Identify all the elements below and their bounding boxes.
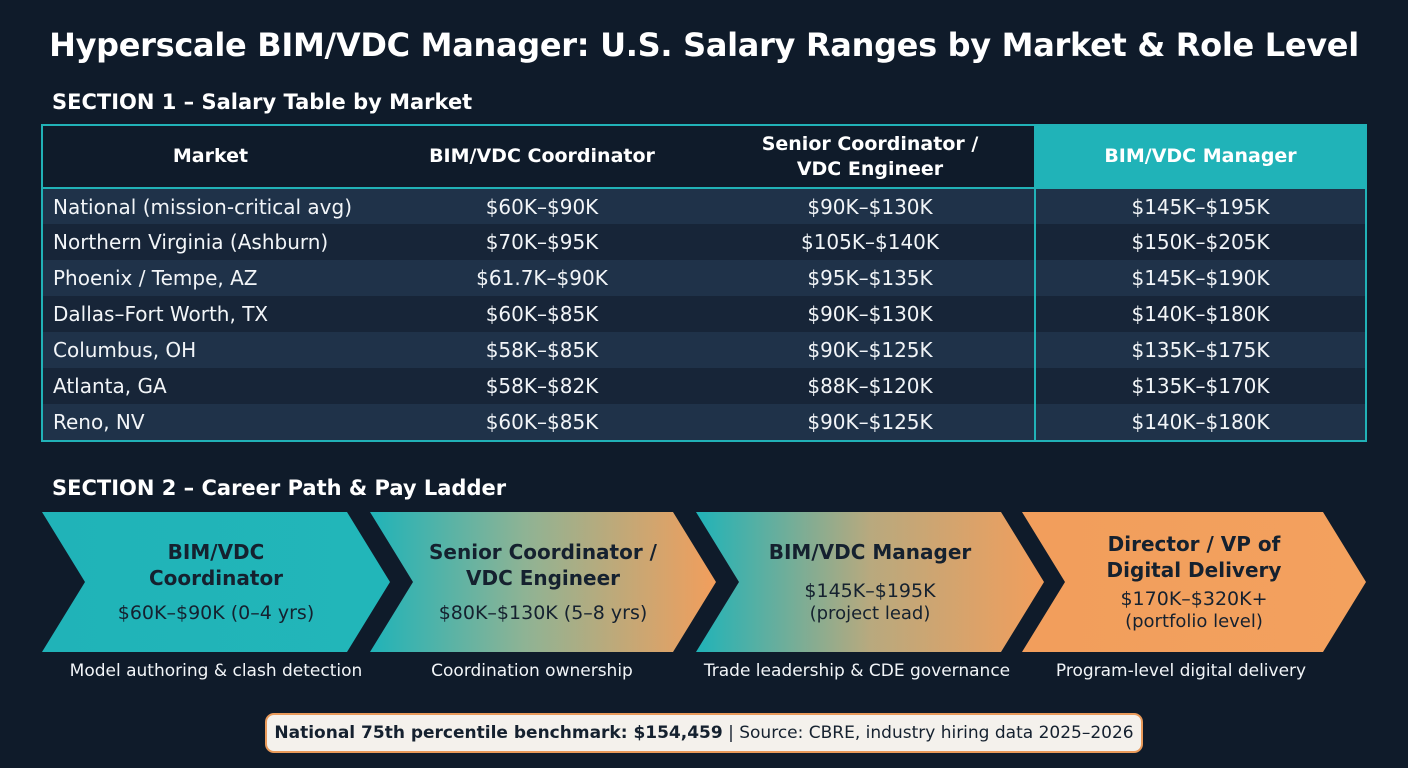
table-row: Atlanta, GA $58K–$82K $88K–$120K $135K–$170… xyxy=(43,368,1365,404)
cell-coordinator: $70K–$95K xyxy=(378,224,706,260)
ladder-step-4: Director / VP of Digital Delivery $170K–… xyxy=(1065,512,1323,652)
cell-coordinator: $60K–$85K xyxy=(378,404,706,440)
step-4-note: (portfolio level) xyxy=(1125,611,1263,632)
cell-manager: $135K–$175K xyxy=(1035,332,1365,368)
cell-market: National (mission-critical avg) xyxy=(43,188,378,224)
cell-manager: $135K–$170K xyxy=(1035,368,1365,404)
step-2-title: Senior Coordinator / VDC Engineer xyxy=(429,540,657,590)
ladder-step-3: BIM/VDC Manager $145K–$195K (project lea… xyxy=(739,512,1001,652)
section-2-heading: SECTION 2 – Career Path & Pay Ladder xyxy=(52,476,507,500)
cell-senior-coordinator: $95K–$135K xyxy=(706,260,1036,296)
table-row: Phoenix / Tempe, AZ $61.7K–$90K $95K–$135K… xyxy=(43,260,1365,296)
table-row: National (mission-critical avg) $60K–$90K… xyxy=(43,188,1365,224)
step-2-pay: $80K–$130K (5–8 yrs) xyxy=(438,602,648,624)
salary-table: Market BIM/VDC Coordinator Senior Coordi… xyxy=(41,124,1367,442)
ladder-arrow-2 xyxy=(370,512,716,652)
table-header-row: Market BIM/VDC Coordinator Senior Coordi… xyxy=(43,126,1365,189)
cell-coordinator: $58K–$82K xyxy=(378,368,706,404)
cell-senior-coordinator: $90K–$130K xyxy=(706,296,1036,332)
header-manager: BIM/VDC Manager xyxy=(1035,126,1365,189)
cell-manager: $140K–$180K xyxy=(1035,296,1365,332)
page-title: Hyperscale BIM/VDC Manager: U.S. Salary … xyxy=(49,26,1359,64)
cell-market: Reno, NV xyxy=(43,404,378,440)
header-coordinator: BIM/VDC Coordinator xyxy=(378,126,706,189)
table-row: Reno, NV $60K–$85K $90K–$125K $140K–$180K xyxy=(43,404,1365,440)
cell-market: Northern Virginia (Ashburn) xyxy=(43,224,378,260)
cell-market: Phoenix / Tempe, AZ xyxy=(43,260,378,296)
footer-source: | Source: CBRE, industry hiring data 202… xyxy=(722,723,1134,743)
cell-market: Atlanta, GA xyxy=(43,368,378,404)
step-4-description: Program-level digital delivery xyxy=(1055,661,1307,681)
cell-coordinator: $61.7K–$90K xyxy=(378,260,706,296)
table-row: Dallas–Fort Worth, TX $60K–$85K $90K–$130K… xyxy=(43,296,1365,332)
step-1-pay: $60K–$90K (0–4 yrs) xyxy=(117,602,315,624)
step-3-title: BIM/VDC Manager xyxy=(768,540,972,564)
cell-manager: $145K–$190K xyxy=(1035,260,1365,296)
cell-senior-coordinator: $90K–$125K xyxy=(706,332,1036,368)
benchmark-footer: National 75th percentile benchmark: $154… xyxy=(265,713,1143,753)
table-row: Northern Virginia (Ashburn) $70K–$95K $105… xyxy=(43,224,1365,260)
step-3-note: (project lead) xyxy=(809,603,931,624)
ladder-step-2: Senior Coordinator / VDC Engineer $80K–$… xyxy=(413,512,673,652)
step-1-title: BIM/VDC Coordinator xyxy=(148,540,284,590)
cell-senior-coordinator: $90K–$130K xyxy=(706,188,1036,224)
table-row: Columbus, OH $58K–$85K $90K–$125K $135K–$17… xyxy=(43,332,1365,368)
table-body: National (mission-critical avg) $60K–$90K… xyxy=(43,188,1365,440)
step-4-pay: $170K–$320K+ xyxy=(1120,588,1268,610)
step-3-description: Trade leadership & CDE governance xyxy=(703,661,1011,681)
cell-coordinator: $60K–$85K xyxy=(378,296,706,332)
ladder-step-1: BIM/VDC Coordinator $60K–$90K (0–4 yrs) xyxy=(85,512,347,652)
cell-senior-coordinator: $88K–$120K xyxy=(706,368,1036,404)
section-1-heading: SECTION 1 – Salary Table by Market xyxy=(52,90,473,114)
cell-manager: $140K–$180K xyxy=(1035,404,1365,440)
cell-market: Dallas–Fort Worth, TX xyxy=(43,296,378,332)
ladder-arrow-4 xyxy=(1022,512,1366,652)
ladder-arrow-1 xyxy=(42,512,390,652)
cell-senior-coordinator: $90K–$125K xyxy=(706,404,1036,440)
cell-market: Columbus, OH xyxy=(43,332,378,368)
cell-senior-coordinator: $105K–$140K xyxy=(706,224,1036,260)
footer-benchmark: National 75th percentile benchmark: $154… xyxy=(274,723,723,743)
ladder-arrow-3 xyxy=(696,512,1044,652)
step-1-description: Model authoring & clash detection xyxy=(69,661,363,681)
cell-coordinator: $60K–$90K xyxy=(378,188,706,224)
step-3-pay: $145K–$195K xyxy=(804,580,936,602)
career-ladder: BIM/VDC Coordinator $60K–$90K (0–4 yrs) … xyxy=(0,512,1408,652)
cell-manager: $145K–$195K xyxy=(1035,188,1365,224)
cell-manager: $150K–$205K xyxy=(1035,224,1365,260)
cell-coordinator: $58K–$85K xyxy=(378,332,706,368)
step-4-title: Director / VP of Digital Delivery xyxy=(1106,532,1282,582)
header-senior-coordinator: Senior Coordinator / VDC Engineer xyxy=(706,126,1036,189)
step-2-description: Coordination ownership xyxy=(431,661,633,681)
ladder-arrows xyxy=(42,512,1366,652)
header-market: Market xyxy=(43,126,378,189)
